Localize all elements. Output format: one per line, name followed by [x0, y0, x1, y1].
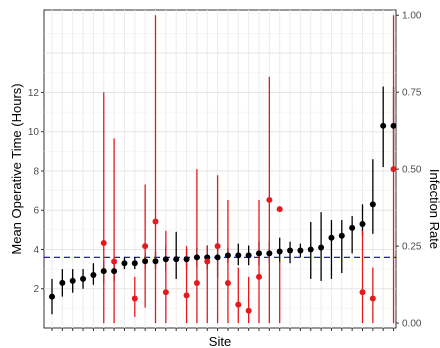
x-axis-title: Site [209, 334, 231, 348]
y-tick-label: 6 [33, 206, 39, 217]
plot-panel [43, 9, 397, 329]
operative-time-point [121, 260, 128, 267]
operative-time-point [80, 275, 87, 282]
infection-rate-point [100, 240, 107, 247]
operative-time-point [59, 279, 66, 286]
operative-time-point [90, 272, 97, 278]
y-tick-label: 2 [33, 284, 39, 295]
infection-rate-point [276, 206, 283, 213]
operative-time-point [142, 258, 149, 265]
operative-time-point [359, 220, 366, 227]
infection-rate-point [214, 243, 221, 250]
operative-time-point [390, 122, 397, 129]
operative-time-point [338, 232, 345, 239]
infection-rate-point [245, 307, 252, 314]
y2-tick-label: 0.25 [402, 242, 422, 253]
operative-time-point [224, 252, 231, 259]
y-axis-title: Mean Operative Time (Hours) [9, 83, 24, 254]
operative-time-point [276, 248, 283, 255]
operative-time-point [173, 256, 180, 263]
infection-rate-point [111, 258, 118, 265]
operative-time-point [49, 293, 55, 300]
infection-rate-point [369, 295, 376, 302]
operative-time-point [214, 254, 221, 261]
operative-time-point [328, 234, 335, 241]
operative-time-point [111, 268, 118, 275]
y2-tick-label: 0.00 [402, 319, 422, 330]
operative-time-point [204, 254, 211, 261]
point-layer [49, 122, 397, 314]
operative-time-point [256, 250, 262, 257]
operative-time-point [131, 260, 138, 267]
y-tick-label: 12 [28, 88, 40, 99]
infection-rate-point [183, 292, 190, 299]
y2-tick-label: 0.75 [402, 88, 422, 99]
infection-rate-point [142, 243, 149, 250]
infection-rate-point [256, 273, 262, 280]
infection-rate-point [235, 301, 242, 308]
infection-rate-point [224, 280, 231, 287]
infection-rate-point [162, 289, 169, 296]
infection-rate-point [193, 280, 200, 287]
infection-rate-point [131, 295, 138, 302]
operative-time-point [193, 254, 200, 261]
infection-rate-point [266, 196, 273, 203]
operative-time-point [152, 258, 159, 265]
axis-layer: 2 4 6 8 10 12 0.00 0.25 0.50 0.75 1.00 [28, 11, 422, 331]
y2-tick-label: 0.50 [402, 165, 422, 176]
operative-time-point [100, 268, 107, 275]
y-tick-label: 4 [33, 245, 39, 256]
infection-rate-point [204, 258, 211, 265]
infection-rate-point [152, 218, 159, 225]
operative-time-point [69, 277, 76, 284]
operative-time-point [297, 247, 304, 254]
y-tick-label: 10 [28, 127, 40, 138]
y2-tick-label: 1.00 [402, 11, 422, 22]
y-tick-label: 8 [33, 166, 39, 177]
operative-time-point [245, 252, 252, 259]
operative-time-point [380, 122, 387, 129]
operative-time-point [369, 201, 376, 208]
operative-time-point [183, 256, 190, 263]
operative-time-point [266, 250, 273, 257]
operative-time-point [235, 252, 242, 259]
operative-time-point [287, 247, 294, 254]
infection-rate-point [390, 166, 397, 173]
y2-axis-title: Infection Rate [427, 169, 440, 249]
operative-time-point [349, 224, 356, 231]
infection-rate-point [359, 289, 366, 296]
operative-time-point [318, 244, 325, 251]
operative-time-point [162, 256, 169, 263]
operative-time-point [307, 246, 314, 253]
